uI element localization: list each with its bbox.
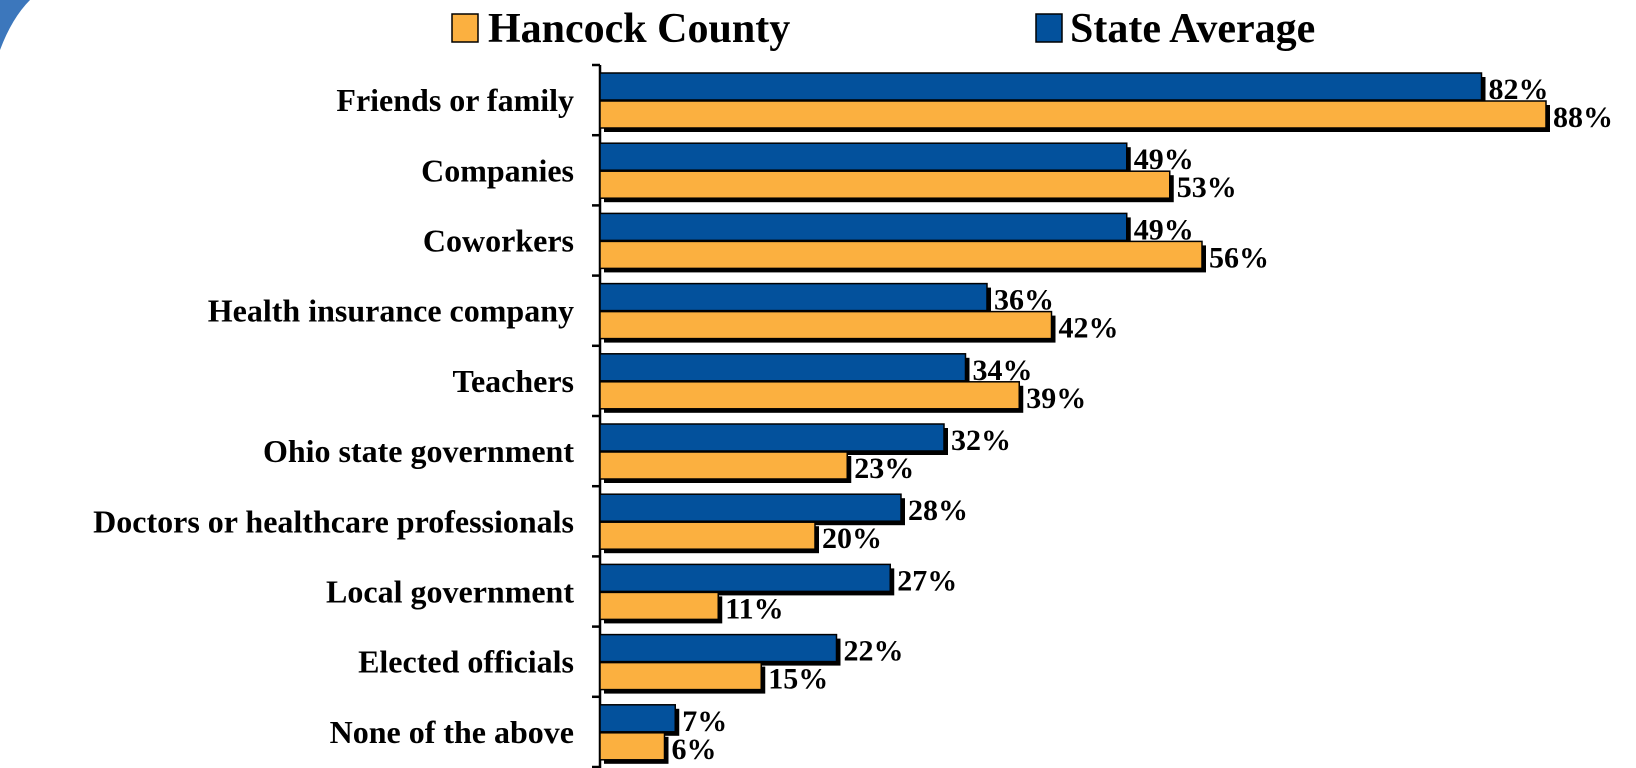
- value-label-hancock-county: 42%: [1059, 312, 1119, 345]
- value-label-hancock-county: 23%: [854, 452, 914, 485]
- bar-hancock-county-health-insurance-company: [599, 310, 1053, 340]
- bar-state-average-friends-or-family: [599, 72, 1483, 101]
- value-label-state-average: 32%: [951, 424, 1011, 457]
- value-label-hancock-county: 11%: [725, 592, 783, 625]
- bar-hancock-county-teachers: [599, 381, 1020, 410]
- category-label-none-of-the-above: None of the above: [330, 714, 574, 750]
- legend-label-hancock-county: Hancock County: [488, 6, 790, 52]
- value-label-state-average: 7%: [682, 705, 727, 738]
- bar-hancock-county-none-of-the-above: [599, 732, 666, 761]
- bar-state-average-teachers: [599, 353, 967, 382]
- value-label-state-average: 34%: [973, 354, 1033, 387]
- value-label-state-average: 22%: [844, 635, 904, 668]
- bar-hancock-county-local-government: [599, 591, 719, 621]
- bar-state-average-ohio-state-government: [599, 423, 945, 452]
- category-label-friends-or-family: Friends or family: [336, 82, 574, 118]
- category-label-doctors-or-healthcare-professionals: Doctors or healthcare professionals: [93, 503, 574, 539]
- corner-accent-logo: [0, 0, 30, 50]
- category-label-health-insurance-company: Health insurance company: [208, 293, 574, 329]
- bar-state-average-companies: [599, 142, 1128, 171]
- category-labels: Friends or family Companies Coworkers Healt…: [93, 82, 574, 750]
- category-label-ohio-state-government: Ohio state government: [263, 433, 574, 469]
- value-label-state-average: 36%: [994, 284, 1054, 317]
- bar-hancock-county-ohio-state-government: [599, 451, 848, 480]
- axis-ticks: [592, 63, 600, 768]
- value-label-state-average: 27%: [897, 564, 957, 597]
- bar-state-average-local-government: [599, 563, 891, 593]
- value-label-state-average: 82%: [1489, 73, 1549, 106]
- bar-state-average-health-insurance-company: [599, 282, 988, 312]
- bar-state-average-coworkers: [599, 212, 1128, 242]
- legend-label-state-average: State Average: [1070, 6, 1315, 52]
- legend: Hancock County State Average: [451, 6, 1315, 52]
- legend-swatch-state-average: [1035, 13, 1063, 43]
- bars: [599, 72, 1550, 764]
- bar-hancock-county-coworkers: [599, 240, 1203, 270]
- category-label-coworkers: Coworkers: [423, 223, 574, 259]
- value-labels: 82%88%49%53%49%56%36%42%34%39%32%23%28%2…: [672, 73, 1614, 766]
- bar-state-average-none-of-the-above: [599, 704, 676, 733]
- bar-state-average-elected-officials: [599, 633, 838, 663]
- value-label-hancock-county: 20%: [822, 522, 882, 555]
- category-label-local-government: Local government: [326, 574, 574, 610]
- value-label-state-average: 28%: [908, 494, 968, 527]
- bar-hancock-county-companies: [599, 170, 1171, 199]
- value-label-hancock-county: 53%: [1177, 171, 1237, 204]
- value-label-hancock-county: 88%: [1553, 101, 1613, 134]
- category-label-elected-officials: Elected officials: [358, 644, 574, 680]
- category-label-companies: Companies: [421, 152, 574, 188]
- value-label-hancock-county: 15%: [768, 663, 828, 696]
- bar-state-average-doctors-or-healthcare-professionals: [599, 493, 902, 522]
- category-label-teachers: Teachers: [453, 363, 574, 399]
- value-label-hancock-county: 39%: [1026, 382, 1086, 415]
- value-label-state-average: 49%: [1134, 143, 1194, 176]
- bar-hancock-county-doctors-or-healthcare-professionals: [599, 521, 816, 550]
- bar-hancock-county-friends-or-family: [599, 100, 1547, 129]
- legend-swatch-hancock-county: [451, 13, 479, 43]
- bar-hancock-county-elected-officials: [599, 661, 762, 691]
- value-label-hancock-county: 6%: [672, 733, 717, 766]
- value-label-state-average: 49%: [1134, 213, 1194, 246]
- value-label-hancock-county: 56%: [1209, 241, 1269, 274]
